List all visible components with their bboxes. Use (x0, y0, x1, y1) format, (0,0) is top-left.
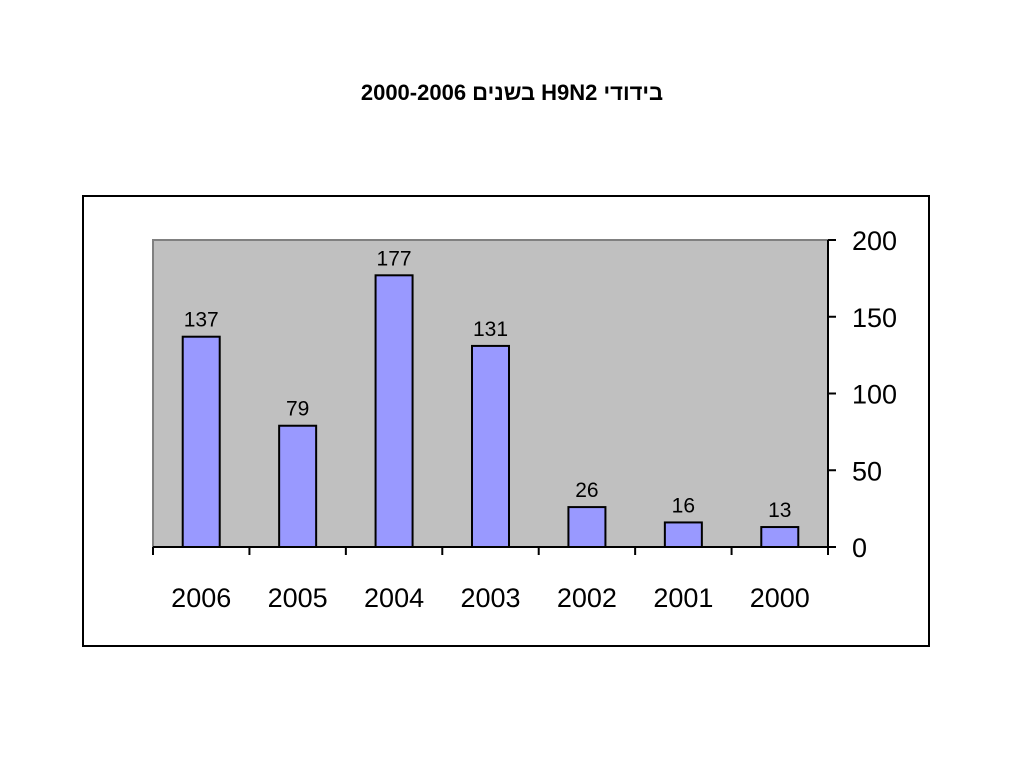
y-tick-label-200: 200 (852, 226, 897, 256)
data-label-2004: 177 (377, 247, 412, 270)
x-tick-label-2001: 2001 (653, 583, 713, 613)
chart-frame: 137 79 177 131 26 16 13 2006 2005 2004 2003 2002 20… (82, 195, 930, 647)
chart-title: בידודי H9N2 בשנים 2000-2006 (360, 80, 664, 105)
data-label-2006: 137 (184, 309, 219, 332)
x-tick-label-2002: 2002 (557, 583, 617, 613)
data-label-2003: 131 (473, 318, 508, 341)
x-tick-label-2006: 2006 (171, 583, 231, 613)
bar-2004 (374, 274, 414, 549)
data-labels-layer: 137 79 177 131 26 16 13 (184, 247, 792, 522)
axes-layer: 2006 2005 2004 2003 2002 2001 2000 0 50 100 150 200 (152, 226, 897, 613)
bar-2003 (471, 344, 510, 548)
bar-2006 (181, 335, 221, 548)
x-tick-label-2003: 2003 (460, 583, 520, 613)
data-label-2002: 26 (575, 479, 598, 502)
data-label-2001: 16 (672, 494, 695, 517)
y-tick-label-100: 100 (852, 380, 897, 410)
bar-2002 (567, 506, 607, 548)
y-tick-label-150: 150 (852, 303, 897, 333)
data-label-2000: 13 (768, 499, 791, 522)
bar-2005 (278, 424, 318, 548)
y-tick-label-50: 50 (852, 456, 882, 486)
bar-2001 (663, 521, 703, 549)
y-tick-label-0: 0 (852, 533, 867, 563)
bar-2000 (760, 526, 800, 549)
x-tick-label-2005: 2005 (268, 583, 328, 613)
bars-layer (181, 274, 800, 549)
x-tick-label-2004: 2004 (364, 583, 424, 613)
x-tick-label-2000: 2000 (750, 583, 810, 613)
data-label-2005: 79 (286, 398, 309, 421)
